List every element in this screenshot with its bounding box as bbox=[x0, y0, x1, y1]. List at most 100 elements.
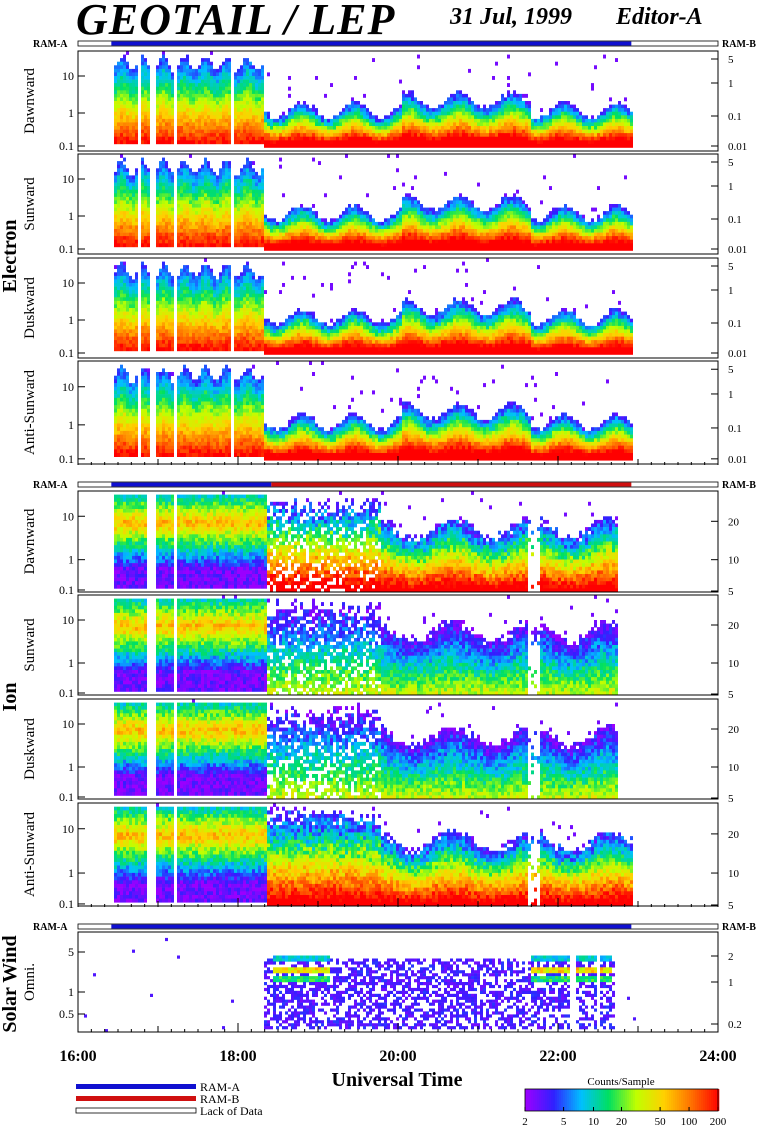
ion-panel-1-left-tick-1: 1 bbox=[68, 656, 74, 670]
ion-panel-0-right-tick-1: 10 bbox=[728, 555, 740, 567]
colorbar-tick-0: 2 bbox=[522, 1116, 528, 1128]
colorbar-tick-6: 200 bbox=[710, 1116, 727, 1128]
colorbar-tick-1: 5 bbox=[561, 1116, 567, 1128]
electron-panel-2-right-tick-2: 0.1 bbox=[728, 318, 742, 330]
ion-panel-3-right-tick-1: 10 bbox=[728, 868, 740, 880]
ion-mode-bar-ram-a-label: RAM-A bbox=[33, 480, 68, 491]
ion-panel-3-right-tick-2: 5 bbox=[728, 900, 734, 912]
ion-mode-bar-segment-1 bbox=[271, 483, 631, 487]
electron-1-spectrogram bbox=[114, 154, 633, 251]
solar-spectrogram bbox=[84, 938, 636, 1032]
ion-panel-2-left-tick-0: 10 bbox=[62, 717, 74, 731]
electron-panel-3-right-tick-1: 1 bbox=[728, 389, 734, 401]
ion-panel-2-right-tick-2: 5 bbox=[728, 793, 734, 805]
electron-panel-3-left-tick-2: 0.1 bbox=[59, 452, 74, 466]
electron-panel-3-label: Anti-Sunward bbox=[22, 370, 38, 455]
electron-3-spectrogram bbox=[114, 361, 633, 461]
electron-panel-0-left-tick-1: 1 bbox=[68, 106, 74, 120]
solar-panel-left-tick-0: 5 bbox=[68, 945, 74, 959]
electron-panel-1-left-tick-2: 0.1 bbox=[59, 242, 74, 256]
solar-time-ticks bbox=[78, 1023, 718, 1032]
x-axis-label: Universal Time bbox=[332, 1069, 463, 1091]
ion-panel-0-left-tick-1: 1 bbox=[68, 553, 74, 567]
electron-panel-1-right-tick-0: 5 bbox=[728, 157, 734, 169]
ion-panel-0-left-tick-0: 10 bbox=[62, 509, 74, 523]
electron-mode-bar-ram-b-label: RAM-B bbox=[722, 39, 756, 50]
electron-0-spectrogram bbox=[114, 51, 633, 148]
electron-panel-2-left-tick-2: 0.1 bbox=[59, 346, 74, 360]
solar-panel-label: Omni. bbox=[22, 963, 38, 1001]
ion-panel-3-left-tick-0: 10 bbox=[62, 822, 74, 836]
ion-panel-1-left-tick-0: 10 bbox=[62, 613, 74, 627]
ion-panel-2-right-tick-1: 10 bbox=[728, 762, 740, 774]
legend-ram-a-swatch bbox=[76, 1084, 196, 1089]
electron-panel-0-right-tick-0: 5 bbox=[728, 54, 734, 66]
electron-panel-0-left-tick-0: 10 bbox=[62, 69, 74, 83]
spectrogram-figure: RAM-A RAM-B Dawnward 10 1 0.1 5 1 0.1 0.01 Sunward… bbox=[0, 0, 762, 1128]
ion-panel-2-left-tick-2: 0.1 bbox=[59, 790, 74, 804]
x-tick-label-2: 20:00 bbox=[379, 1048, 416, 1065]
ion-0-spectrogram bbox=[114, 491, 618, 592]
electron-mode-bar-segment-0 bbox=[111, 42, 631, 46]
electron-panel-2-label: Duskward bbox=[22, 277, 38, 339]
ion-1-spectrogram bbox=[114, 595, 618, 695]
electron-panel-2-right-tick-0: 5 bbox=[728, 261, 734, 273]
ion-panel-2-right-tick-0: 20 bbox=[728, 724, 740, 736]
electron-panel-2-left-tick-0: 10 bbox=[62, 276, 74, 290]
ion-panel-1-left-tick-2: 0.1 bbox=[59, 686, 74, 700]
electron-2-spectrogram bbox=[114, 258, 633, 355]
ion-panel-1-right-tick-0: 20 bbox=[728, 620, 740, 632]
electron-panel-3-right-tick-2: 0.1 bbox=[728, 423, 742, 435]
ion-panel-3-left-tick-1: 1 bbox=[68, 866, 74, 880]
ion-panel-3-label: Anti-Sunward bbox=[22, 812, 38, 897]
electron-panel-3-right-tick-3: 0.01 bbox=[728, 454, 747, 466]
ion-group-label: Ion bbox=[0, 683, 21, 712]
electron-panel-2-right-tick-3: 0.01 bbox=[728, 348, 747, 360]
solar-mode-bar-segment-0 bbox=[111, 925, 631, 929]
solar-mode-bar-ram-a-label: RAM-A bbox=[33, 922, 68, 933]
solar-group-label: Solar Wind bbox=[0, 935, 21, 1032]
colorbar-tick-3: 20 bbox=[616, 1116, 628, 1128]
electron-panel-3-left-tick-1: 1 bbox=[68, 418, 74, 432]
ion-panel-0-left-tick-2: 0.1 bbox=[59, 583, 74, 597]
electron-panel-1-right-tick-2: 0.1 bbox=[728, 214, 742, 226]
colorbar-title: Counts/Sample bbox=[587, 1076, 654, 1088]
electron-mode-bar-ram-a-label: RAM-A bbox=[33, 39, 68, 50]
ion-panel-0-right-tick-0: 20 bbox=[728, 516, 740, 528]
electron-panel-1-left-tick-0: 10 bbox=[62, 172, 74, 186]
ion-panel-2-left-tick-1: 1 bbox=[68, 760, 74, 774]
electron-panel-1-left-tick-1: 1 bbox=[68, 209, 74, 223]
ion-panel-1-right-tick-2: 5 bbox=[728, 689, 734, 701]
ion-3-spectrogram bbox=[114, 803, 633, 906]
colorbar-tick-4: 50 bbox=[655, 1116, 667, 1128]
electron-panel-0-right-tick-3: 0.01 bbox=[728, 141, 747, 153]
colorbar-tick-2: 10 bbox=[588, 1116, 600, 1128]
electron-panel-2-left-tick-1: 1 bbox=[68, 313, 74, 327]
electron-panel-2-right-tick-1: 1 bbox=[728, 285, 734, 297]
ion-panel-0-right-tick-2: 5 bbox=[728, 586, 734, 598]
ion-panel-2-label: Duskward bbox=[22, 718, 38, 780]
electron-panel-1-right-tick-1: 1 bbox=[728, 181, 734, 193]
electron-panel-3-right-tick-0: 5 bbox=[728, 364, 734, 376]
colorbar bbox=[525, 1089, 719, 1111]
solar-mode-bar-ram-b-label: RAM-B bbox=[722, 922, 756, 933]
ion-panel-1-right-tick-1: 10 bbox=[728, 658, 740, 670]
electron-panel-1-right-tick-3: 0.01 bbox=[728, 244, 747, 256]
ion-panel-3-left-tick-2: 0.1 bbox=[59, 897, 74, 911]
legend-ram-b-swatch bbox=[76, 1096, 196, 1101]
ion-panel-0-label: Dawnward bbox=[22, 508, 38, 574]
electron-group-label: Electron bbox=[0, 220, 21, 293]
ion-mode-bar-segment-0 bbox=[111, 483, 271, 487]
legend-lack-label: Lack of Data bbox=[200, 1104, 263, 1118]
ion-panel-1-label: Sunward bbox=[22, 618, 38, 672]
ion-2-spectrogram bbox=[114, 699, 618, 799]
x-tick-label-1: 18:00 bbox=[219, 1048, 256, 1065]
ion-mode-bar-ram-b-label: RAM-B bbox=[722, 480, 756, 491]
electron-panel-1-label: Sunward bbox=[22, 177, 38, 231]
solar-panel-right-tick-0: 2 bbox=[728, 951, 734, 963]
legend-lack-swatch bbox=[76, 1108, 196, 1113]
colorbar-tick-5: 100 bbox=[681, 1116, 698, 1128]
solar-panel-right-tick-1: 1 bbox=[728, 977, 734, 989]
x-tick-label-0: 16:00 bbox=[59, 1048, 96, 1065]
solar-panel-right-tick-2: 0.2 bbox=[728, 1019, 742, 1031]
